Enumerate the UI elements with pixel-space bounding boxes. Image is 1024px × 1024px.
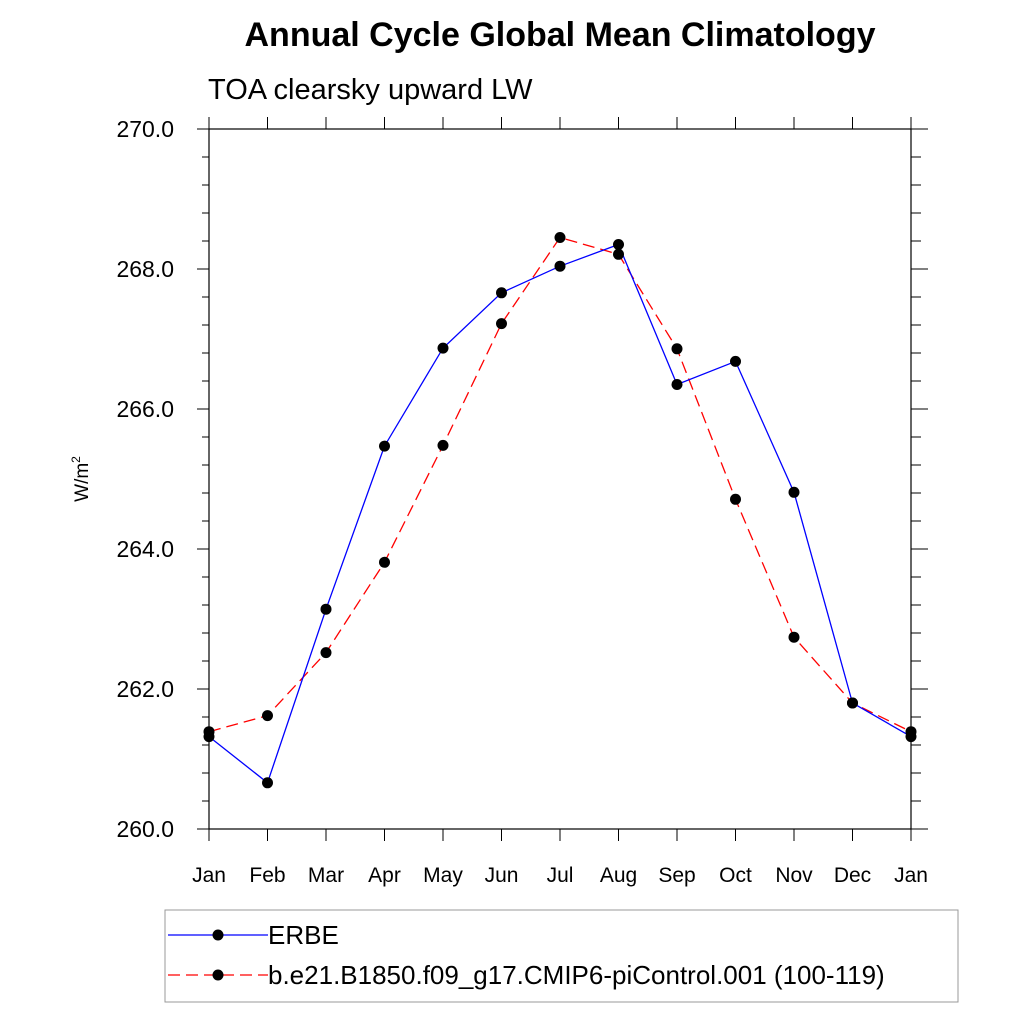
x-tick-label: Jan <box>192 864 226 887</box>
series-0-point <box>671 379 683 390</box>
x-tick-label: May <box>423 864 463 887</box>
y-tick-label: 268.0 <box>116 256 174 282</box>
series-0-point <box>262 777 273 789</box>
legend-label-0: ERBE <box>268 920 339 950</box>
series-0-point <box>847 697 858 709</box>
chart-title: Annual Cycle Global Mean Climatology <box>245 16 876 54</box>
series-1-point <box>320 647 332 659</box>
series-0-point <box>730 355 741 367</box>
y-tick-label: 262.0 <box>116 676 174 702</box>
series-0-point <box>613 239 624 250</box>
x-tick-label: Mar <box>308 864 344 887</box>
series-0-point <box>203 731 215 743</box>
y-axis-label-unit: W/m <box>72 463 93 502</box>
y-tick-label: 264.0 <box>116 536 174 562</box>
legend-label-1: b.e21.B1850.f09_g17.CMIP6-piControl.001 … <box>268 960 885 990</box>
chart-subtitle: TOA clearsky upward LW <box>208 74 533 106</box>
series-1-point <box>671 343 683 355</box>
series-line-0 <box>208 243 912 784</box>
x-tick-label: Jun <box>485 864 519 887</box>
legend: ERBE b.e21.B1850.f09_g17.CMIP6-piControl.… <box>164 909 959 1003</box>
series-1-point <box>730 493 741 505</box>
x-tick-label: Oct <box>719 864 752 887</box>
y-tick-label: 270.0 <box>116 116 174 142</box>
series-0-point <box>905 731 917 743</box>
series-1-point <box>613 248 624 260</box>
x-tick-label: Jan <box>894 864 928 887</box>
plot-area: Jan Feb Mar Apr May Jun Jul Aug Sep Oct Nov Dec Jan 2… <box>116 116 928 887</box>
series-0-point <box>496 287 507 299</box>
series-0-point <box>788 486 800 498</box>
x-tick-label: Aug <box>600 864 637 887</box>
x-tick-label: Nov <box>775 864 813 887</box>
series-1-point <box>554 232 566 243</box>
legend-marker-0 <box>212 929 224 941</box>
series-0-point <box>379 440 390 452</box>
series-1-point <box>437 439 449 451</box>
series-1-point <box>788 631 800 643</box>
y-axis-label: W/m2 <box>69 456 93 502</box>
series-1-point <box>379 556 390 568</box>
series-1-point <box>496 318 507 330</box>
y-tick-label: 260.0 <box>116 816 174 842</box>
series-1-point <box>262 710 273 722</box>
legend-box <box>164 909 959 1003</box>
y-axis-label-superscript: 2 <box>69 456 83 463</box>
x-tick-label: Apr <box>368 864 401 887</box>
x-tick-label: Sep <box>658 864 695 887</box>
x-tick-label: Jul <box>547 864 574 887</box>
series-0-point <box>320 603 332 615</box>
series-0-point <box>554 260 566 272</box>
x-tick-label: Dec <box>834 864 871 887</box>
series-line-1 <box>208 236 912 733</box>
y-tick-label: 266.0 <box>116 396 174 422</box>
series-0-point <box>437 342 449 354</box>
x-tick-label: Feb <box>249 864 285 887</box>
legend-marker-1 <box>212 969 224 981</box>
